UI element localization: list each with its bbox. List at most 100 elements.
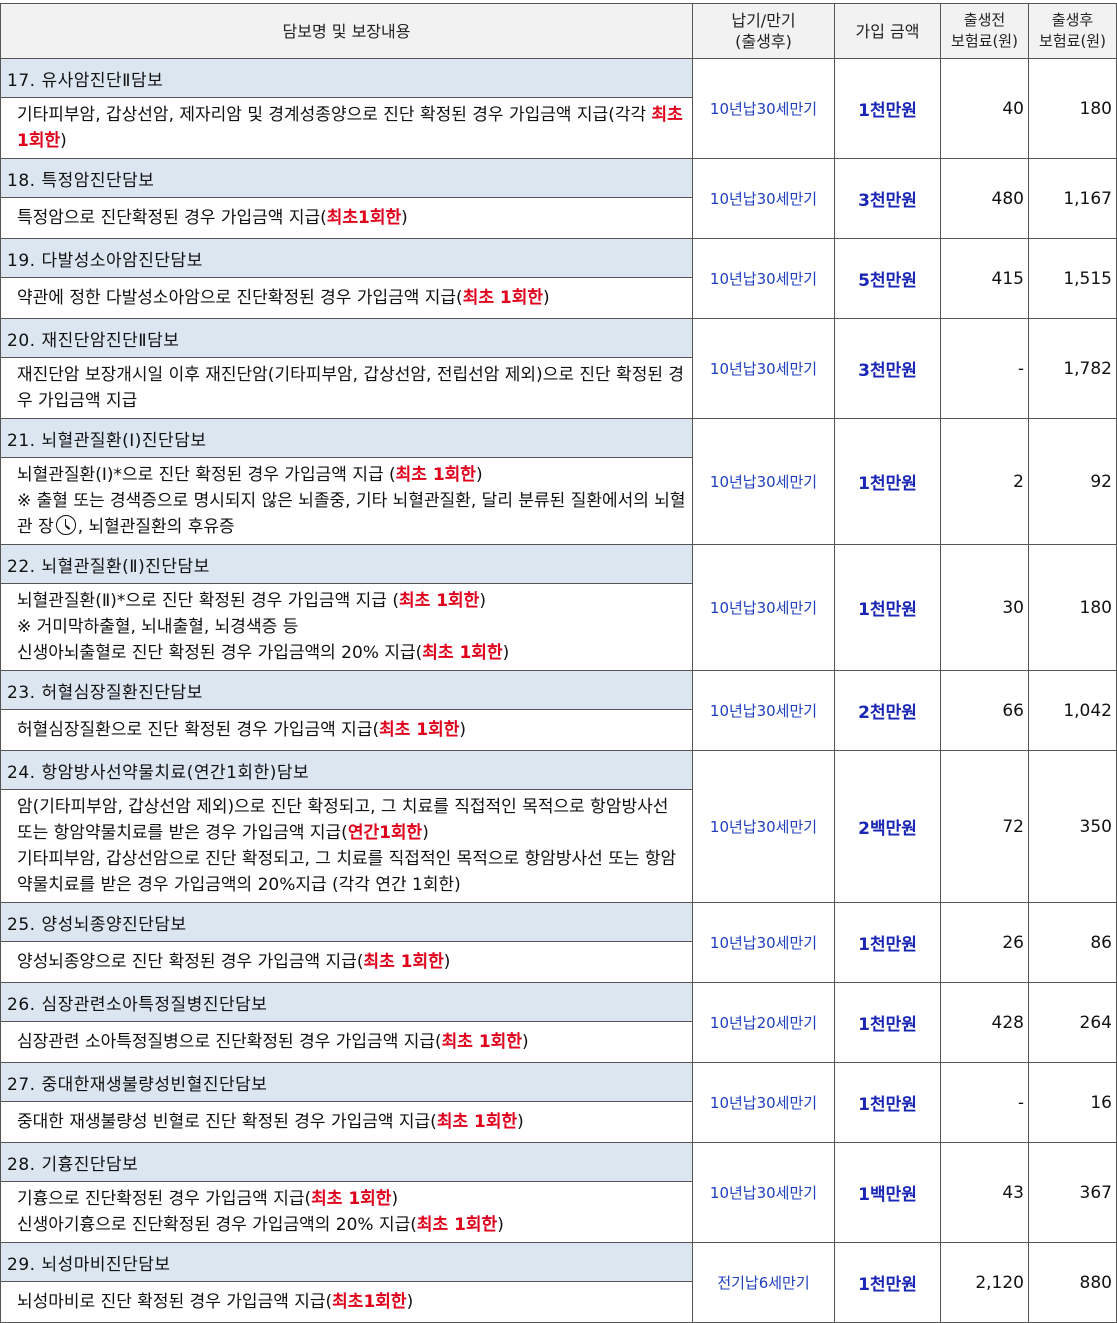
coverage-desc: 중대한 재생불량성 빈혈로 진단 확정된 경우 가입금액 지급(최초 1회한) (0, 1101, 693, 1143)
amount-cell: 1천만원 (834, 58, 941, 159)
amount-cell: 1백만원 (834, 1142, 941, 1243)
term-cell: 10년납30세만기 (692, 58, 835, 159)
table-row: 22. 뇌혈관질환(Ⅱ)진단담보 10년납30세만기 1천만원 30 180 (0, 544, 1117, 671)
term-cell: 10년납30세만기 (692, 418, 835, 545)
term-cell: 10년납30세만기 (692, 238, 835, 319)
before-premium-cell: 66 (940, 670, 1029, 751)
amount-cell: 1천만원 (834, 902, 941, 983)
coverage-desc: 뇌혈관질환(Ⅰ)*으로 진단 확정된 경우 가입금액 지급 (최초 1회한) ※… (0, 457, 693, 545)
table-row: 21. 뇌혈관질환(Ⅰ)진단담보 10년납30세만기 1천만원 2 92 (0, 418, 1117, 545)
term-cell: 전기납6세만기 (692, 1242, 835, 1323)
coverage-desc: 기타피부암, 갑상선암, 제자리암 및 경계성종양으로 진단 확정된 경우 가입… (0, 97, 693, 159)
after-premium-cell: 880 (1028, 1242, 1117, 1323)
coverage-desc: 뇌성마비로 진단 확정된 경우 가입금액 지급(최초1회한) (0, 1281, 693, 1323)
coverage-name: 21. 뇌혈관질환(Ⅰ)진단담보 (0, 418, 693, 458)
before-premium-cell: 2 (940, 418, 1029, 545)
header-amount: 가입 금액 (834, 3, 941, 59)
table-row: 27. 중대한재생불량성빈혈진단담보 10년납30세만기 1천만원 - 16 (0, 1062, 1117, 1143)
after-premium-cell: 1,042 (1028, 670, 1117, 751)
term-cell: 10년납30세만기 (692, 902, 835, 983)
table-row: 24. 항암방사선약물치료(연간1회한)담보 10년납30세만기 2백만원 72… (0, 750, 1117, 903)
before-premium-cell: 428 (940, 982, 1029, 1063)
coverage-name: 27. 중대한재생불량성빈혈진단담보 (0, 1062, 693, 1102)
term-cell: 10년납30세만기 (692, 750, 835, 903)
coverage-desc: 심장관련 소아특정질병으로 진단확정된 경우 가입금액 지급(최초 1회한) (0, 1021, 693, 1063)
header-row: 담보명 및 보장내용 납기/만기 (출생후) 가입 금액 출생전 보험료(원) … (0, 3, 1117, 59)
header-after-premium: 출생후 보험료(원) (1028, 3, 1117, 59)
after-premium-cell: 1,782 (1028, 318, 1117, 419)
coverage-name: 18. 특정암진단담보 (0, 158, 693, 198)
before-premium-cell: - (940, 318, 1029, 419)
amount-cell: 1천만원 (834, 418, 941, 545)
after-premium-cell: 16 (1028, 1062, 1117, 1143)
table-row: 28. 기흉진단담보 10년납30세만기 1백만원 43 367 (0, 1142, 1117, 1243)
term-cell: 10년납30세만기 (692, 1062, 835, 1143)
table-row: 20. 재진단암진단Ⅱ담보 10년납30세만기 3천만원 - 1,782 (0, 318, 1117, 419)
after-premium-cell: 1,515 (1028, 238, 1117, 319)
coverage-name: 29. 뇌성마비진단담보 (0, 1242, 693, 1282)
coverage-desc: 허혈심장질환으로 진단 확정된 경우 가입금액 지급(최초 1회한) (0, 709, 693, 751)
table-row: 23. 허혈심장질환진단담보 10년납30세만기 2천만원 66 1,042 (0, 670, 1117, 751)
coverage-desc: 양성뇌종양으로 진단 확정된 경우 가입금액 지급(최초 1회한) (0, 941, 693, 983)
coverage-desc: 암(기타피부암, 갑상선암 제외)으로 진단 확정되고, 그 치료를 직접적인 … (0, 789, 693, 903)
coverage-name: 26. 심장관련소아특정질병진단담보 (0, 982, 693, 1022)
before-premium-cell: 415 (940, 238, 1029, 319)
amount-cell: 5천만원 (834, 238, 941, 319)
after-premium-cell: 367 (1028, 1142, 1117, 1243)
after-premium-cell: 1,167 (1028, 158, 1117, 239)
amount-cell: 1천만원 (834, 1062, 941, 1143)
coverage-desc: 특정암으로 진단확정된 경우 가입금액 지급(최초1회한) (0, 197, 693, 239)
amount-cell: 3천만원 (834, 158, 941, 239)
before-premium-cell: 26 (940, 902, 1029, 983)
coverage-name: 24. 항암방사선약물치료(연간1회한)담보 (0, 750, 693, 790)
coverage-note: ※ 출혈 또는 경색증으로 명시되지 않은 뇌졸중, 기타 뇌혈관질환, 달리 … (17, 491, 686, 537)
table-row: 25. 양성뇌종양진단담보 10년납30세만기 1천만원 26 86 (0, 902, 1117, 983)
coverage-name: 23. 허혈심장질환진단담보 (0, 670, 693, 710)
coverage-name: 17. 유사암진단Ⅱ담보 (0, 58, 693, 98)
coverage-desc: 약관에 정한 다발성소아암으로 진단확정된 경우 가입금액 지급(최초 1회한) (0, 277, 693, 319)
before-premium-cell: 43 (940, 1142, 1029, 1243)
term-cell: 10년납20세만기 (692, 982, 835, 1063)
table-row: 29. 뇌성마비진단담보 전기납6세만기 1천만원 2,120 880 (0, 1242, 1117, 1323)
before-premium-cell: 30 (940, 544, 1029, 671)
coverage-name: 28. 기흉진단담보 (0, 1142, 693, 1182)
after-premium-cell: 264 (1028, 982, 1117, 1063)
after-premium-cell: 180 (1028, 58, 1117, 159)
amount-cell: 1천만원 (834, 544, 941, 671)
coverage-name: 19. 다발성소아암진단담보 (0, 238, 693, 278)
coverage-desc: 뇌혈관질환(Ⅱ)*으로 진단 확정된 경우 가입금액 지급 (최초 1회한) ※… (0, 583, 693, 671)
header-before-premium: 출생전 보험료(원) (940, 3, 1029, 59)
amount-cell: 1천만원 (834, 1242, 941, 1323)
table-row: 18. 특정암진단담보 10년납30세만기 3천만원 480 1,167 (0, 158, 1117, 239)
before-premium-cell: 2,120 (940, 1242, 1029, 1323)
amount-cell: 2천만원 (834, 670, 941, 751)
before-premium-cell: - (940, 1062, 1029, 1143)
table-row: 17. 유사암진단Ⅱ담보 10년납30세만기 1천만원 40 180 (0, 58, 1117, 159)
after-premium-cell: 86 (1028, 902, 1117, 983)
table-row: 26. 심장관련소아특정질병진단담보 10년납20세만기 1천만원 428 26… (0, 982, 1117, 1063)
coverage-name: 25. 양성뇌종양진단담보 (0, 902, 693, 942)
amount-cell: 2백만원 (834, 750, 941, 903)
amount-cell: 3천만원 (834, 318, 941, 419)
before-premium-cell: 72 (940, 750, 1029, 903)
term-cell: 10년납30세만기 (692, 1142, 835, 1243)
after-premium-cell: 92 (1028, 418, 1117, 545)
term-cell: 10년납30세만기 (692, 544, 835, 671)
after-premium-cell: 350 (1028, 750, 1117, 903)
table-row: 19. 다발성소아암진단담보 10년납30세만기 5천만원 415 1,515 (0, 238, 1117, 319)
coverage-table: 담보명 및 보장내용 납기/만기 (출생후) 가입 금액 출생전 보험료(원) … (0, 3, 1117, 1323)
term-cell: 10년납30세만기 (692, 670, 835, 751)
amount-cell: 1천만원 (834, 982, 941, 1063)
coverage-desc: 재진단암 보장개시일 이후 재진단암(기타피부암, 갑상선암, 전립선암 제외)… (0, 357, 693, 419)
before-premium-cell: 480 (940, 158, 1029, 239)
coverage-note: ※ 거미막하출혈, 뇌내출혈, 뇌경색증 등 (17, 617, 299, 637)
before-premium-cell: 40 (940, 58, 1029, 159)
coverage-name: 20. 재진단암진단Ⅱ담보 (0, 318, 693, 358)
header-name: 담보명 및 보장내용 (0, 3, 693, 59)
term-cell: 10년납30세만기 (692, 158, 835, 239)
coverage-name: 22. 뇌혈관질환(Ⅱ)진단담보 (0, 544, 693, 584)
term-cell: 10년납30세만기 (692, 318, 835, 419)
clock-icon (55, 515, 76, 535)
header-term: 납기/만기 (출생후) (692, 3, 835, 59)
coverage-desc: 기흉으로 진단확정된 경우 가입금액 지급(최초 1회한) 신생아기흉으로 진단… (0, 1181, 693, 1243)
